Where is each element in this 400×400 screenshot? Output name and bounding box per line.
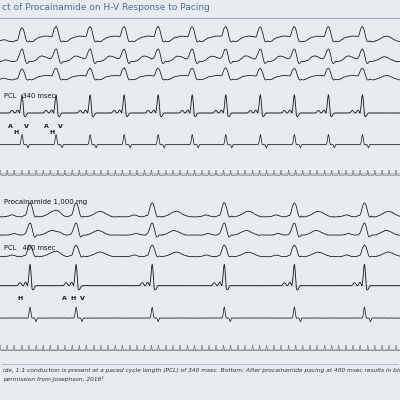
Text: PCL   340 msec: PCL 340 msec [4, 93, 55, 99]
Text: V: V [80, 296, 84, 302]
Text: H: H [17, 296, 23, 302]
Text: V: V [58, 124, 62, 129]
Text: A: A [8, 124, 12, 129]
Text: V: V [24, 124, 28, 129]
Text: H: H [49, 130, 55, 134]
Text: A: A [44, 124, 48, 129]
Text: Procainamide 1,000 mg: Procainamide 1,000 mg [4, 199, 87, 205]
Text: ide, 1:1 conduction is present at a paced cycle length (PCL) of 340 msec. Bottom: ide, 1:1 conduction is present at a pace… [3, 368, 400, 382]
Text: A: A [62, 296, 67, 302]
Text: ct of Procainamide on H-V Response to Pacing: ct of Procainamide on H-V Response to Pa… [2, 3, 210, 12]
Text: PCL   400 msec: PCL 400 msec [4, 245, 55, 251]
Text: H: H [70, 296, 76, 302]
Text: H: H [13, 130, 19, 134]
